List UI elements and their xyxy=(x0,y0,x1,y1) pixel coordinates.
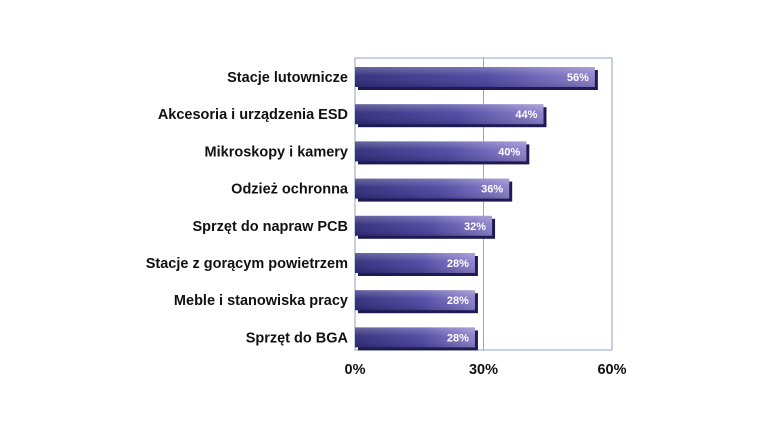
bar-shine xyxy=(355,327,475,348)
bar-4: 36% xyxy=(355,178,513,202)
bar-shine xyxy=(355,253,475,273)
category-label: Sprzęt do BGA xyxy=(246,330,349,346)
bar-shine xyxy=(355,141,527,162)
category-label: Odzież ochronna xyxy=(231,182,349,198)
bar-6: 28% xyxy=(355,253,478,276)
category-label: Stacje lutownicze xyxy=(227,70,348,86)
bar-3: 40% xyxy=(355,141,530,165)
bar-value-label: 56% xyxy=(567,72,589,84)
bar-value-label: 32% xyxy=(464,221,486,233)
category-label: Meble i stanowiska pracy xyxy=(174,293,348,309)
bar-1: 56% xyxy=(355,67,598,90)
bar-value-label: 40% xyxy=(498,146,520,158)
bar-value-label: 44% xyxy=(515,109,537,121)
bar-shine xyxy=(355,178,510,199)
x-tick-label: 30% xyxy=(469,362,498,378)
bar-value-label: 28% xyxy=(447,332,469,344)
bar-shine xyxy=(355,290,475,311)
category-label: Akcesoria i urządzenia ESD xyxy=(158,107,348,123)
bar-5: 32% xyxy=(355,215,496,239)
bar-2: 44% xyxy=(355,104,547,128)
bar-shine xyxy=(355,104,544,125)
bar-value-label: 28% xyxy=(447,295,469,307)
bar-value-label: 36% xyxy=(481,184,503,196)
x-tick-label: 0% xyxy=(345,362,366,378)
bar-8: 28% xyxy=(355,327,478,351)
bar-shine xyxy=(355,67,595,87)
bar-value-label: 28% xyxy=(447,258,469,270)
category-label: Sprzęt do napraw PCB xyxy=(193,219,349,235)
category-label: Mikroskopy i kamery xyxy=(205,144,348,160)
bar-shine xyxy=(355,215,493,236)
bar-7: 28% xyxy=(355,290,478,314)
x-tick-label: 60% xyxy=(597,362,626,378)
category-label: Stacje z gorącym powietrzem xyxy=(146,256,348,272)
